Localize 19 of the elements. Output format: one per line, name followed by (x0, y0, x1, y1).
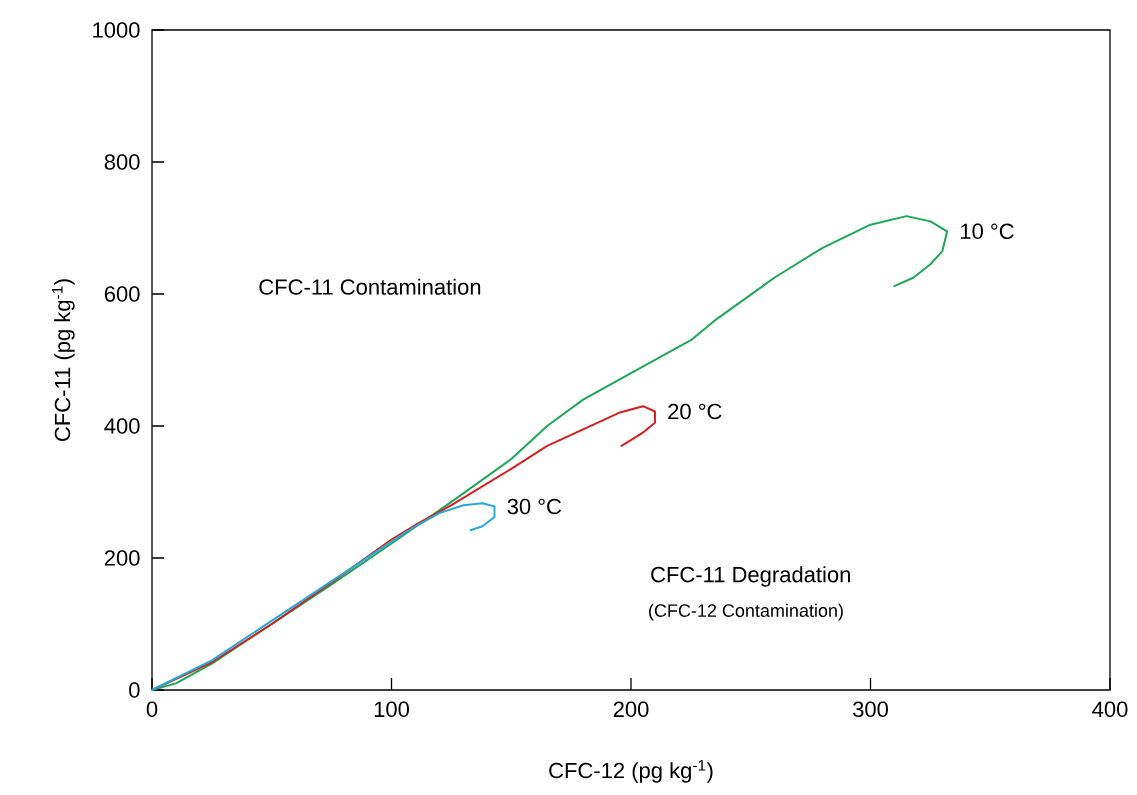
x-axis-title: CFC-12 (pg kg$^{-1}$) (549, 759, 713, 783)
x-tick-label: 100 (374, 701, 409, 718)
y-tick-label: 0 (129, 682, 140, 698)
y-tick-label: 600 (104, 286, 140, 302)
x-tick-label: 300 (852, 701, 888, 718)
y-axis-title: CFC-11 (pg kg$^{-1}$) (51, 279, 75, 441)
x-tick-label: 0 (146, 701, 158, 718)
y-tick-label: 1000 (93, 22, 140, 38)
series-label: 20 °C (668, 403, 722, 420)
x-tick-label: 200 (613, 701, 649, 718)
annotation: (CFC-12 Contamination) (649, 603, 843, 621)
series-label: 30 °C (507, 498, 562, 515)
y-tick-label: 200 (104, 550, 140, 566)
annotation: CFC-11 Degradation (651, 566, 850, 587)
y-tick-label: 400 (104, 418, 140, 434)
x-tick-label: 400 (1092, 701, 1128, 718)
y-tick-label: 800 (104, 154, 140, 170)
series-label: 10 °C (961, 223, 1014, 240)
annotation: CFC-11 Contamination (259, 278, 481, 295)
